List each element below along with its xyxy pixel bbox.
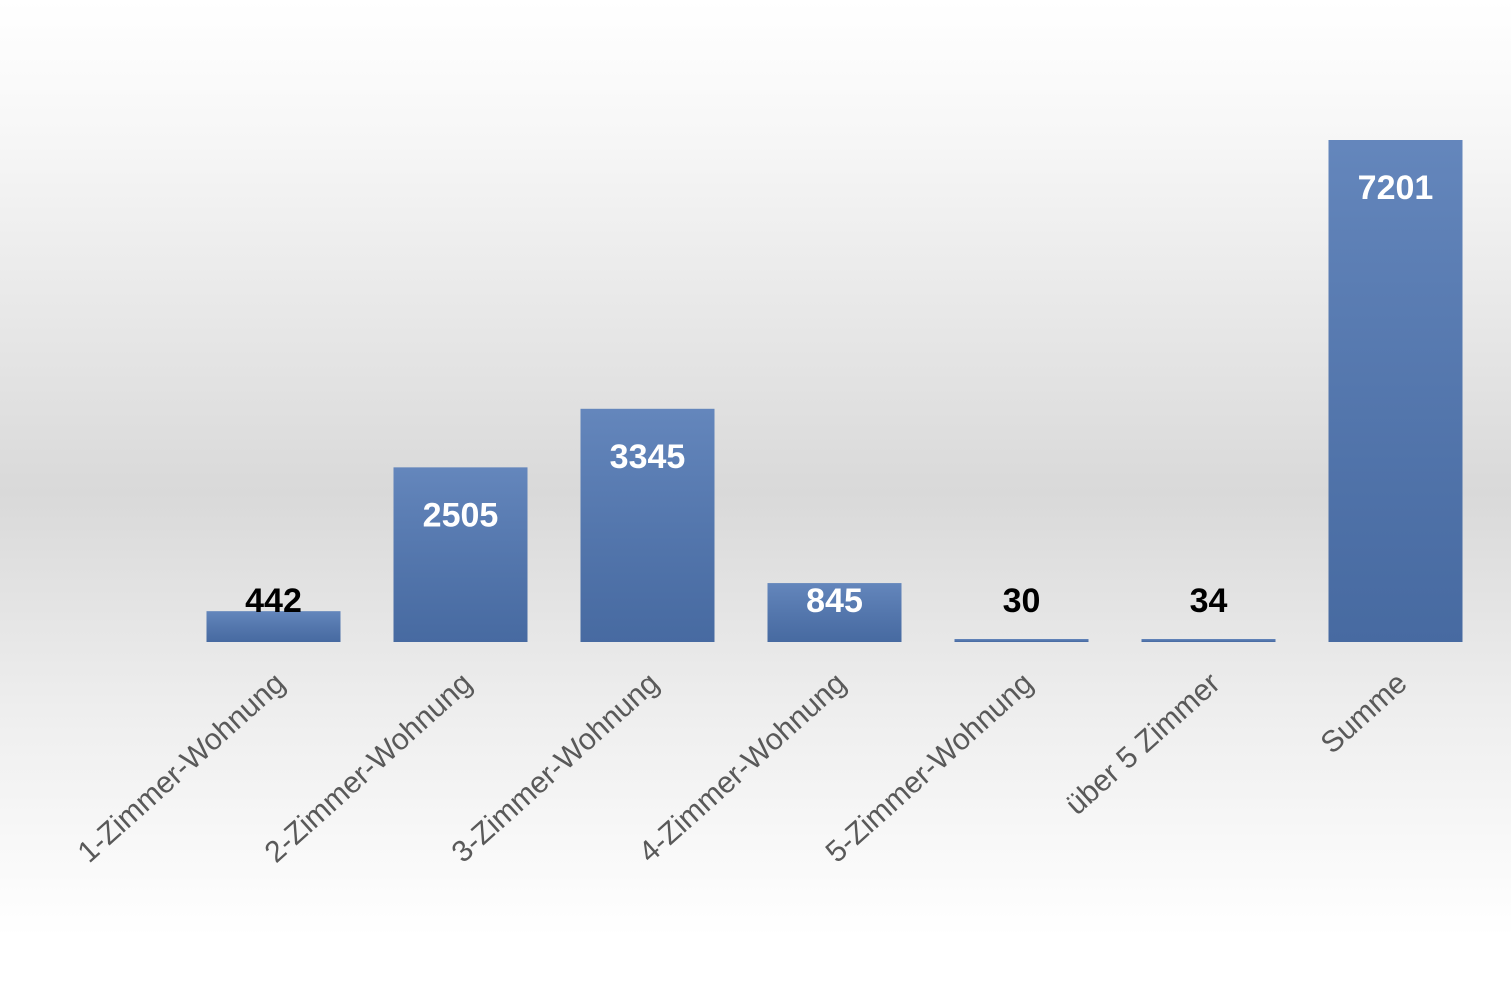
- value-label: 3345: [610, 438, 686, 476]
- value-label: 30: [1003, 582, 1041, 620]
- bar-shade: [580, 408, 715, 642]
- value-label: 442: [245, 582, 302, 620]
- bar-shade: [393, 467, 528, 642]
- bar-shade: [1328, 140, 1463, 642]
- value-label: 7201: [1358, 169, 1434, 207]
- bar-shade: [206, 611, 341, 642]
- bar-shade: [954, 639, 1089, 642]
- bar-shade: [767, 583, 902, 642]
- value-label: 34: [1190, 582, 1228, 620]
- value-label: 845: [806, 582, 863, 620]
- value-label: 2505: [423, 496, 499, 534]
- bar-shade: [1141, 639, 1276, 642]
